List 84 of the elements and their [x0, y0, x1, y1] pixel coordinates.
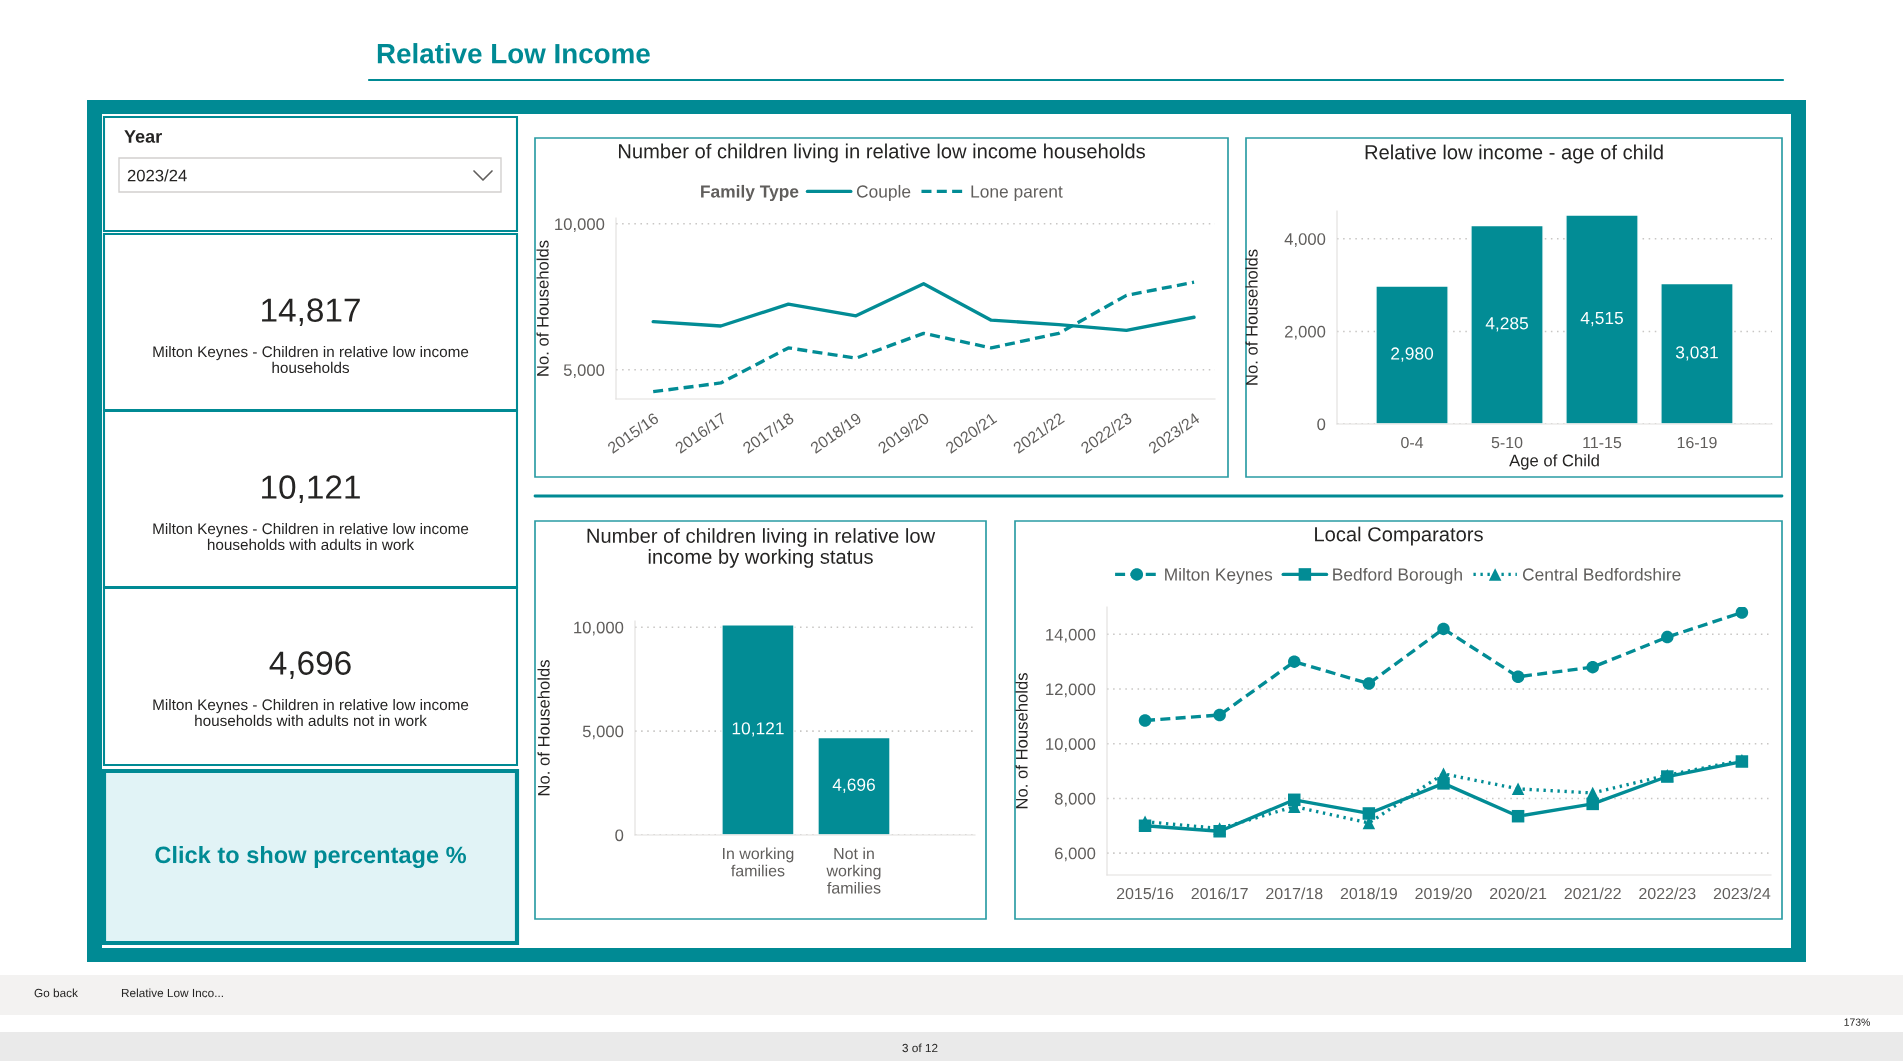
x-tick-label: 0-4	[1401, 436, 1424, 449]
point	[1138, 714, 1152, 727]
y-tick-label: 5,000	[582, 725, 624, 740]
point	[1586, 786, 1599, 800]
y-axis-title: No. of Households	[1015, 673, 1028, 809]
line-series	[651, 280, 1196, 394]
legend-label: Lone parent	[971, 185, 1063, 202]
y-tick-label: 12,000	[1046, 683, 1096, 698]
y-tick-label: 0	[1317, 418, 1326, 431]
x-tick-label: 5-10	[1491, 436, 1523, 449]
x-tick-label: 16-19	[1677, 436, 1717, 449]
data-label: 4,285	[1485, 317, 1529, 332]
point	[1362, 677, 1376, 690]
x-tick-label: 2015/16	[1116, 887, 1174, 900]
point	[1511, 670, 1525, 683]
x-tick-label: 2016/17	[1191, 887, 1248, 900]
chart-title: Number of children living in relative low income households	[618, 143, 1145, 163]
point	[1661, 630, 1674, 644]
text: Milton Keynes - Children in relative low income households with adults not in work	[153, 698, 469, 727]
text: 3 of 12	[902, 1043, 938, 1053]
text: Relative Low Income	[377, 43, 650, 64]
y-axis-title: No. of Households	[537, 660, 550, 796]
chart-title: Relative low income - age of child	[1365, 144, 1663, 164]
x-tick-label: Not in working families	[826, 847, 881, 894]
x-tick-label: 2017/18	[1266, 887, 1323, 900]
text: Click to show percentage %	[155, 845, 467, 869]
bar	[1375, 285, 1449, 424]
y-tick-label: 10,000	[555, 218, 605, 233]
y-tick-label: 5,000	[563, 364, 605, 378]
data-label: 2,980	[1391, 347, 1434, 362]
point	[1735, 607, 1749, 619]
point	[1511, 782, 1525, 796]
text: 14,817	[262, 298, 360, 326]
text: 10,121	[262, 475, 360, 503]
chart-title: Local Comparators	[1315, 526, 1483, 546]
point	[1213, 708, 1226, 722]
legend-label: Bedford Borough	[1333, 567, 1462, 585]
text: Milton Keynes - Children in relative low income households	[153, 345, 469, 374]
point	[1437, 622, 1450, 636]
chart-title: Number of children living in relative low income by working status	[587, 528, 936, 568]
x-tick-label: 2022/23	[1639, 887, 1696, 900]
point	[1437, 767, 1450, 781]
y-tick-label: 14,000	[1046, 628, 1096, 643]
legend-label: Central Bedfordshire	[1522, 567, 1681, 581]
y-tick-label: 6,000	[1055, 847, 1096, 862]
y-tick-label: 10,000	[1046, 738, 1096, 752]
text: Year	[124, 130, 162, 143]
legend-label: Couple	[856, 184, 911, 202]
x-tick-label: In working families	[723, 847, 794, 877]
legend-title: Family Type	[701, 184, 799, 202]
y-axis-title: No. of Households	[536, 240, 549, 376]
text: Relative Low Inco...	[121, 988, 223, 998]
point	[1288, 793, 1301, 807]
point	[1288, 655, 1301, 668]
text: 4,696	[269, 651, 351, 679]
point	[1586, 797, 1599, 811]
data-label: 3,031	[1675, 346, 1718, 361]
x-tick-label: 2023/24	[1713, 887, 1771, 900]
point	[1511, 809, 1525, 823]
text: Go back	[34, 988, 78, 998]
y-tick-label: 0	[615, 829, 624, 842]
data-label: 10,121	[732, 722, 784, 737]
y-tick-label: 4,000	[1284, 233, 1326, 247]
text: Milton Keynes - Children in relative low income households with adults in work	[153, 522, 469, 551]
y-tick-label: 8,000	[1054, 792, 1096, 807]
legend-label: Milton Keynes	[1165, 567, 1273, 585]
bar	[1660, 282, 1734, 424]
x-tick-label: 2019/20	[1415, 887, 1472, 900]
x-tick-label: 2018/19	[1340, 887, 1397, 900]
y-axis-title: No. of Households	[1245, 249, 1258, 385]
y-tick-label: 10,000	[574, 621, 624, 636]
x-tick-label: 11-15	[1583, 437, 1622, 449]
text: 173%	[1844, 1018, 1870, 1026]
data-label: 4,696	[832, 778, 875, 793]
data-label: 4,515	[1580, 312, 1623, 327]
x-axis-title: Age of Child	[1509, 454, 1599, 470]
x-tick-label: 2020/21	[1490, 887, 1547, 900]
point	[1586, 660, 1599, 674]
y-tick-label: 2,000	[1285, 325, 1326, 340]
bar	[1565, 214, 1639, 424]
point	[1362, 807, 1376, 820]
x-tick-label: 2021/22	[1564, 887, 1621, 900]
bar	[1470, 224, 1544, 424]
text: 2023/24	[127, 169, 187, 182]
